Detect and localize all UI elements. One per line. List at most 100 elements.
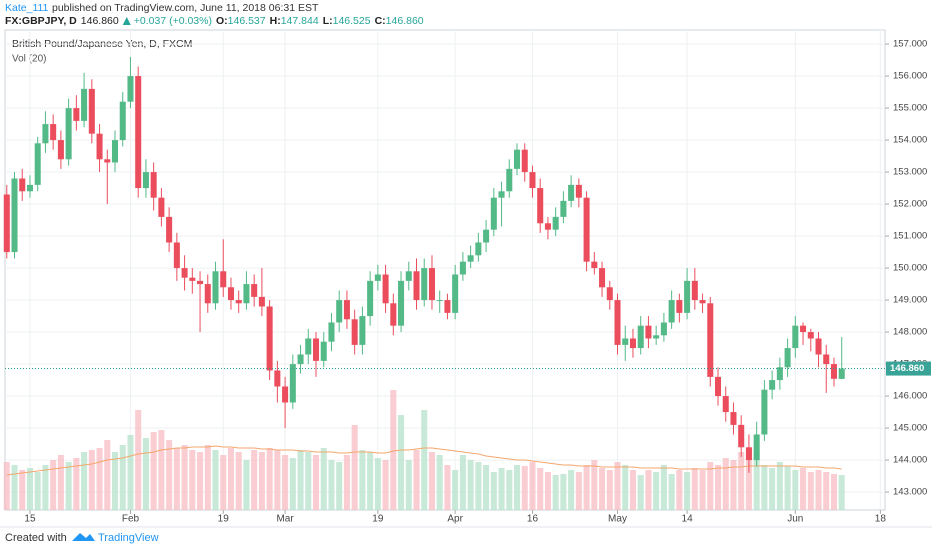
volume-bar bbox=[800, 468, 807, 510]
volume-bar bbox=[653, 472, 660, 510]
volume-bar bbox=[668, 474, 675, 510]
volume-bar bbox=[815, 470, 822, 510]
candle-body bbox=[838, 368, 845, 379]
y-tick-label: 153.000 bbox=[893, 167, 927, 178]
volume-bar bbox=[104, 440, 111, 510]
last-price: 146.860 bbox=[81, 15, 119, 27]
candle-body bbox=[606, 287, 613, 301]
candle-body bbox=[421, 268, 428, 301]
candle-body bbox=[65, 108, 72, 160]
y-tick-label: 154.000 bbox=[893, 135, 927, 146]
volume-bar bbox=[274, 450, 281, 510]
candle-body bbox=[722, 396, 729, 413]
y-tick-label: 143.000 bbox=[893, 487, 927, 498]
candle-body bbox=[312, 338, 320, 361]
volume-bar bbox=[111, 452, 119, 510]
candle-body bbox=[444, 300, 451, 313]
candle-body bbox=[637, 325, 644, 349]
volume-ma-line bbox=[6, 445, 842, 476]
volume-bar bbox=[436, 455, 443, 510]
volume-bar bbox=[197, 452, 204, 510]
volume-bar bbox=[699, 470, 706, 510]
volume-bar bbox=[42, 465, 49, 510]
candle-body bbox=[127, 76, 134, 102]
volume-bar bbox=[645, 470, 652, 510]
candle-body bbox=[684, 280, 691, 313]
symbol: FX:GBPJPY, D bbox=[5, 15, 77, 27]
candle-body bbox=[34, 143, 41, 185]
candle-body bbox=[714, 376, 722, 397]
candle-body bbox=[26, 184, 33, 192]
volume-bar bbox=[614, 462, 621, 510]
candle-body bbox=[529, 172, 536, 189]
candle-body bbox=[498, 191, 505, 198]
y-tick-label: 157.000 bbox=[893, 39, 927, 50]
candle-body bbox=[258, 296, 265, 307]
candle-body bbox=[591, 261, 598, 269]
x-tick-label: Mar bbox=[276, 514, 294, 525]
candle-body bbox=[622, 338, 629, 345]
candle-body bbox=[676, 300, 683, 313]
volume-bar bbox=[506, 470, 513, 510]
ohlc-field-value: 147.844 bbox=[281, 15, 319, 27]
volume-bar bbox=[405, 460, 412, 510]
candle-body bbox=[96, 133, 103, 160]
candle-body bbox=[227, 287, 234, 301]
volume-bar bbox=[452, 470, 459, 510]
volume-bar bbox=[19, 470, 26, 510]
candle-body bbox=[266, 306, 273, 371]
candle-body bbox=[815, 338, 822, 355]
volume-bar bbox=[235, 452, 242, 510]
ohlc-field-label: O: bbox=[216, 15, 228, 27]
volume-bar bbox=[382, 460, 389, 510]
candle-body bbox=[653, 335, 660, 339]
candle-body bbox=[189, 277, 196, 281]
volume-bar bbox=[26, 468, 33, 510]
volume-bar bbox=[560, 474, 567, 510]
volume-bar bbox=[769, 468, 776, 510]
volume-bar bbox=[266, 448, 273, 510]
volume-bar bbox=[529, 462, 536, 510]
volume-bar bbox=[537, 468, 544, 510]
volume-bar bbox=[676, 470, 683, 510]
x-tick-label: 16 bbox=[527, 514, 539, 525]
volume-bar bbox=[513, 465, 521, 510]
volume-bar bbox=[722, 458, 729, 510]
volume-bar bbox=[320, 448, 327, 510]
volume-bar bbox=[119, 445, 126, 510]
volume-bar bbox=[258, 452, 265, 510]
volume-bar bbox=[544, 472, 551, 510]
volume-bar bbox=[212, 450, 219, 510]
footer-brand[interactable]: TradingView bbox=[98, 532, 159, 544]
candle-body bbox=[50, 124, 57, 141]
author[interactable]: Kate_111 bbox=[5, 2, 49, 14]
volume-bar bbox=[807, 472, 814, 510]
candle-body bbox=[297, 354, 304, 365]
candle-body bbox=[699, 300, 706, 304]
volume-bar bbox=[745, 458, 752, 510]
volume-bar bbox=[289, 458, 296, 510]
candle-body bbox=[359, 316, 366, 345]
ohlc-field-label: L: bbox=[323, 15, 333, 27]
volume-bar bbox=[135, 410, 142, 510]
volume-bar bbox=[684, 472, 691, 510]
candle-body bbox=[220, 271, 227, 288]
candle-body bbox=[111, 140, 119, 163]
x-tick-label: Jun bbox=[787, 514, 803, 525]
x-tick-label: May bbox=[608, 514, 627, 525]
candle-body bbox=[761, 389, 768, 435]
last-price-box bbox=[886, 361, 931, 376]
x-tick-label: 18 bbox=[875, 514, 887, 525]
volume-bar bbox=[227, 448, 234, 510]
candle-body bbox=[645, 325, 652, 339]
volume-bar bbox=[150, 432, 157, 510]
volume-bar bbox=[367, 452, 374, 510]
candle-body bbox=[320, 341, 327, 361]
volume-bar bbox=[475, 462, 482, 510]
candle-body bbox=[800, 325, 807, 333]
candle-body bbox=[42, 124, 49, 144]
candle-body bbox=[738, 424, 745, 448]
candle-body bbox=[197, 280, 204, 285]
volume-bar bbox=[421, 410, 428, 510]
candle-body bbox=[560, 200, 567, 217]
